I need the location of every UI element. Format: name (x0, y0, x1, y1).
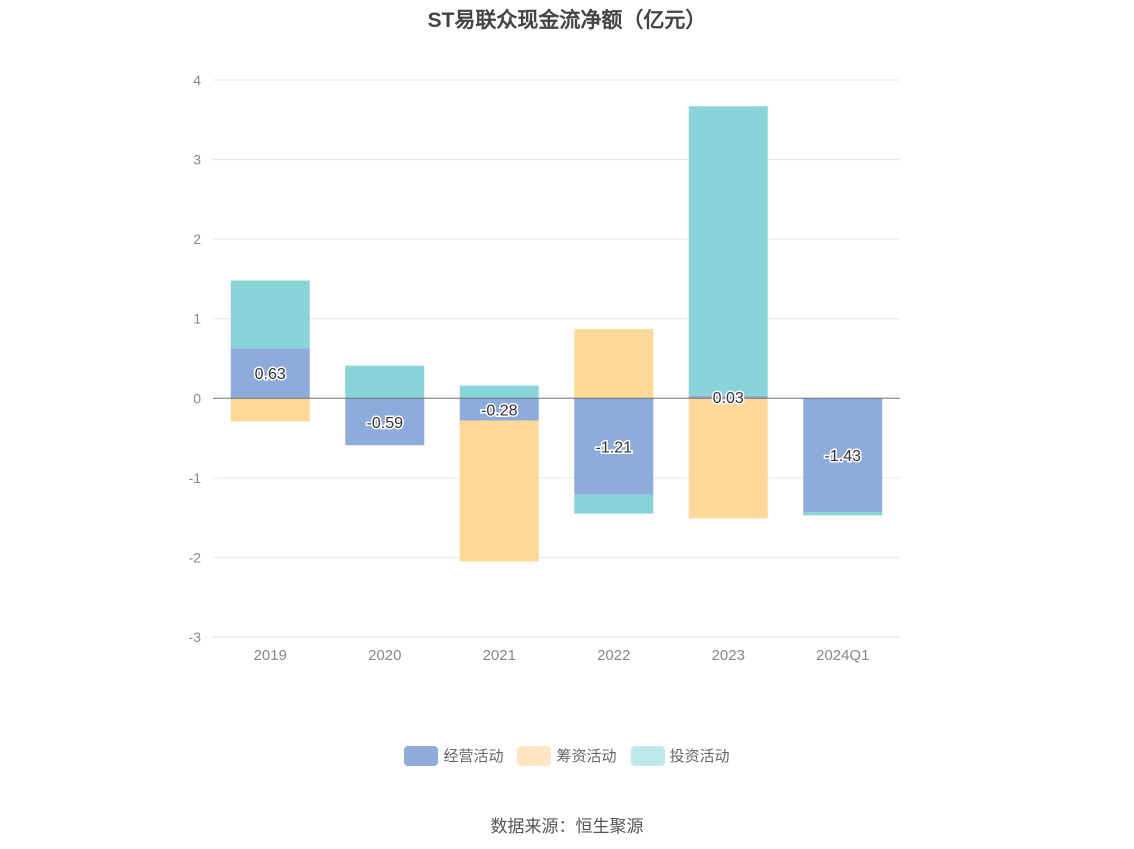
y-tick-label: -3 (189, 629, 202, 645)
bar-investing-2022[interactable] (574, 494, 654, 514)
y-tick-label: -1 (189, 470, 202, 486)
bar-operating-2023[interactable] (688, 395, 768, 399)
data-label-operating-2024q1: -1.43 (825, 448, 862, 465)
y-tick-label: 4 (193, 72, 201, 88)
bar-investing-2019[interactable] (230, 280, 310, 349)
bar-financing-2022[interactable] (574, 329, 654, 399)
y-tick-label: 2 (193, 231, 201, 247)
data-label-operating-2021: -0.28 (481, 402, 518, 419)
x-tick-label: 2022 (597, 647, 630, 664)
legend-item-investing[interactable]: 投资活动 (630, 745, 730, 766)
bar-financing-2023[interactable] (688, 398, 768, 519)
bar-operating-2022[interactable] (574, 398, 654, 495)
data-label-operating-2020: -0.59 (367, 415, 404, 432)
legend-label-financing: 筹资活动 (556, 748, 617, 765)
data-labels: 0.63 -0.59 -0.28 -1.21 0.03 -1.43 (253, 365, 862, 467)
y-tick-label: 0 (193, 390, 201, 406)
bar-investing-2023[interactable] (688, 106, 768, 396)
chart-title: ST易联众现金流净额（亿元） (427, 9, 707, 32)
legend-label-operating: 经营活动 (443, 748, 504, 765)
cash-flow-chart: 0.63 -0.59 -0.28 -1.21 0.03 -1.43 4 3 2 1 0 -1 -2 -3… (189, 72, 900, 664)
x-tick-label: 2023 (712, 647, 745, 664)
x-tick-label: 2019 (254, 647, 287, 664)
data-label-operating-2022: -1.21 (596, 439, 633, 456)
bar-investing-2021[interactable] (459, 385, 539, 399)
legend-swatch-investing (630, 745, 665, 766)
data-label-operating-2023: 0.03 (713, 390, 744, 407)
data-source: 数据来源：恒生聚源 (490, 817, 644, 836)
bar-operating-2021[interactable] (459, 398, 539, 421)
bar-investing-2020[interactable] (345, 365, 425, 399)
legend: 经营活动 筹资活动 投资活动 (0, 745, 1134, 766)
bar-operating-2020[interactable] (345, 398, 425, 446)
bar-operating-2019[interactable] (230, 348, 310, 399)
axis-ticks: 4 3 2 1 0 -1 -2 -3 2019 2020 2021 2022 2023 2024Q1 (189, 72, 870, 664)
y-tick-label: 3 (193, 152, 201, 168)
legend-item-operating[interactable]: 经营活动 (404, 745, 503, 766)
bar-operating-2024q1[interactable] (803, 398, 883, 513)
legend-label-investing: 投资活动 (669, 748, 730, 765)
legend-swatch-financing (517, 745, 552, 766)
bar-investing-2024q1[interactable] (803, 512, 883, 516)
data-label-operating-2019: 0.63 (255, 366, 286, 383)
bar-financing-2019[interactable] (230, 398, 310, 422)
legend-swatch-operating (404, 745, 439, 766)
x-tick-label: 2024Q1 (816, 647, 869, 664)
legend-item-financing[interactable]: 筹资活动 (517, 745, 617, 766)
x-tick-label: 2020 (368, 647, 401, 664)
y-tick-label: 1 (193, 311, 201, 327)
bars (230, 106, 883, 562)
x-tick-label: 2021 (483, 647, 516, 664)
grid-lines (213, 79, 900, 638)
y-tick-label: -2 (189, 549, 202, 565)
bar-financing-2021[interactable] (459, 420, 539, 562)
